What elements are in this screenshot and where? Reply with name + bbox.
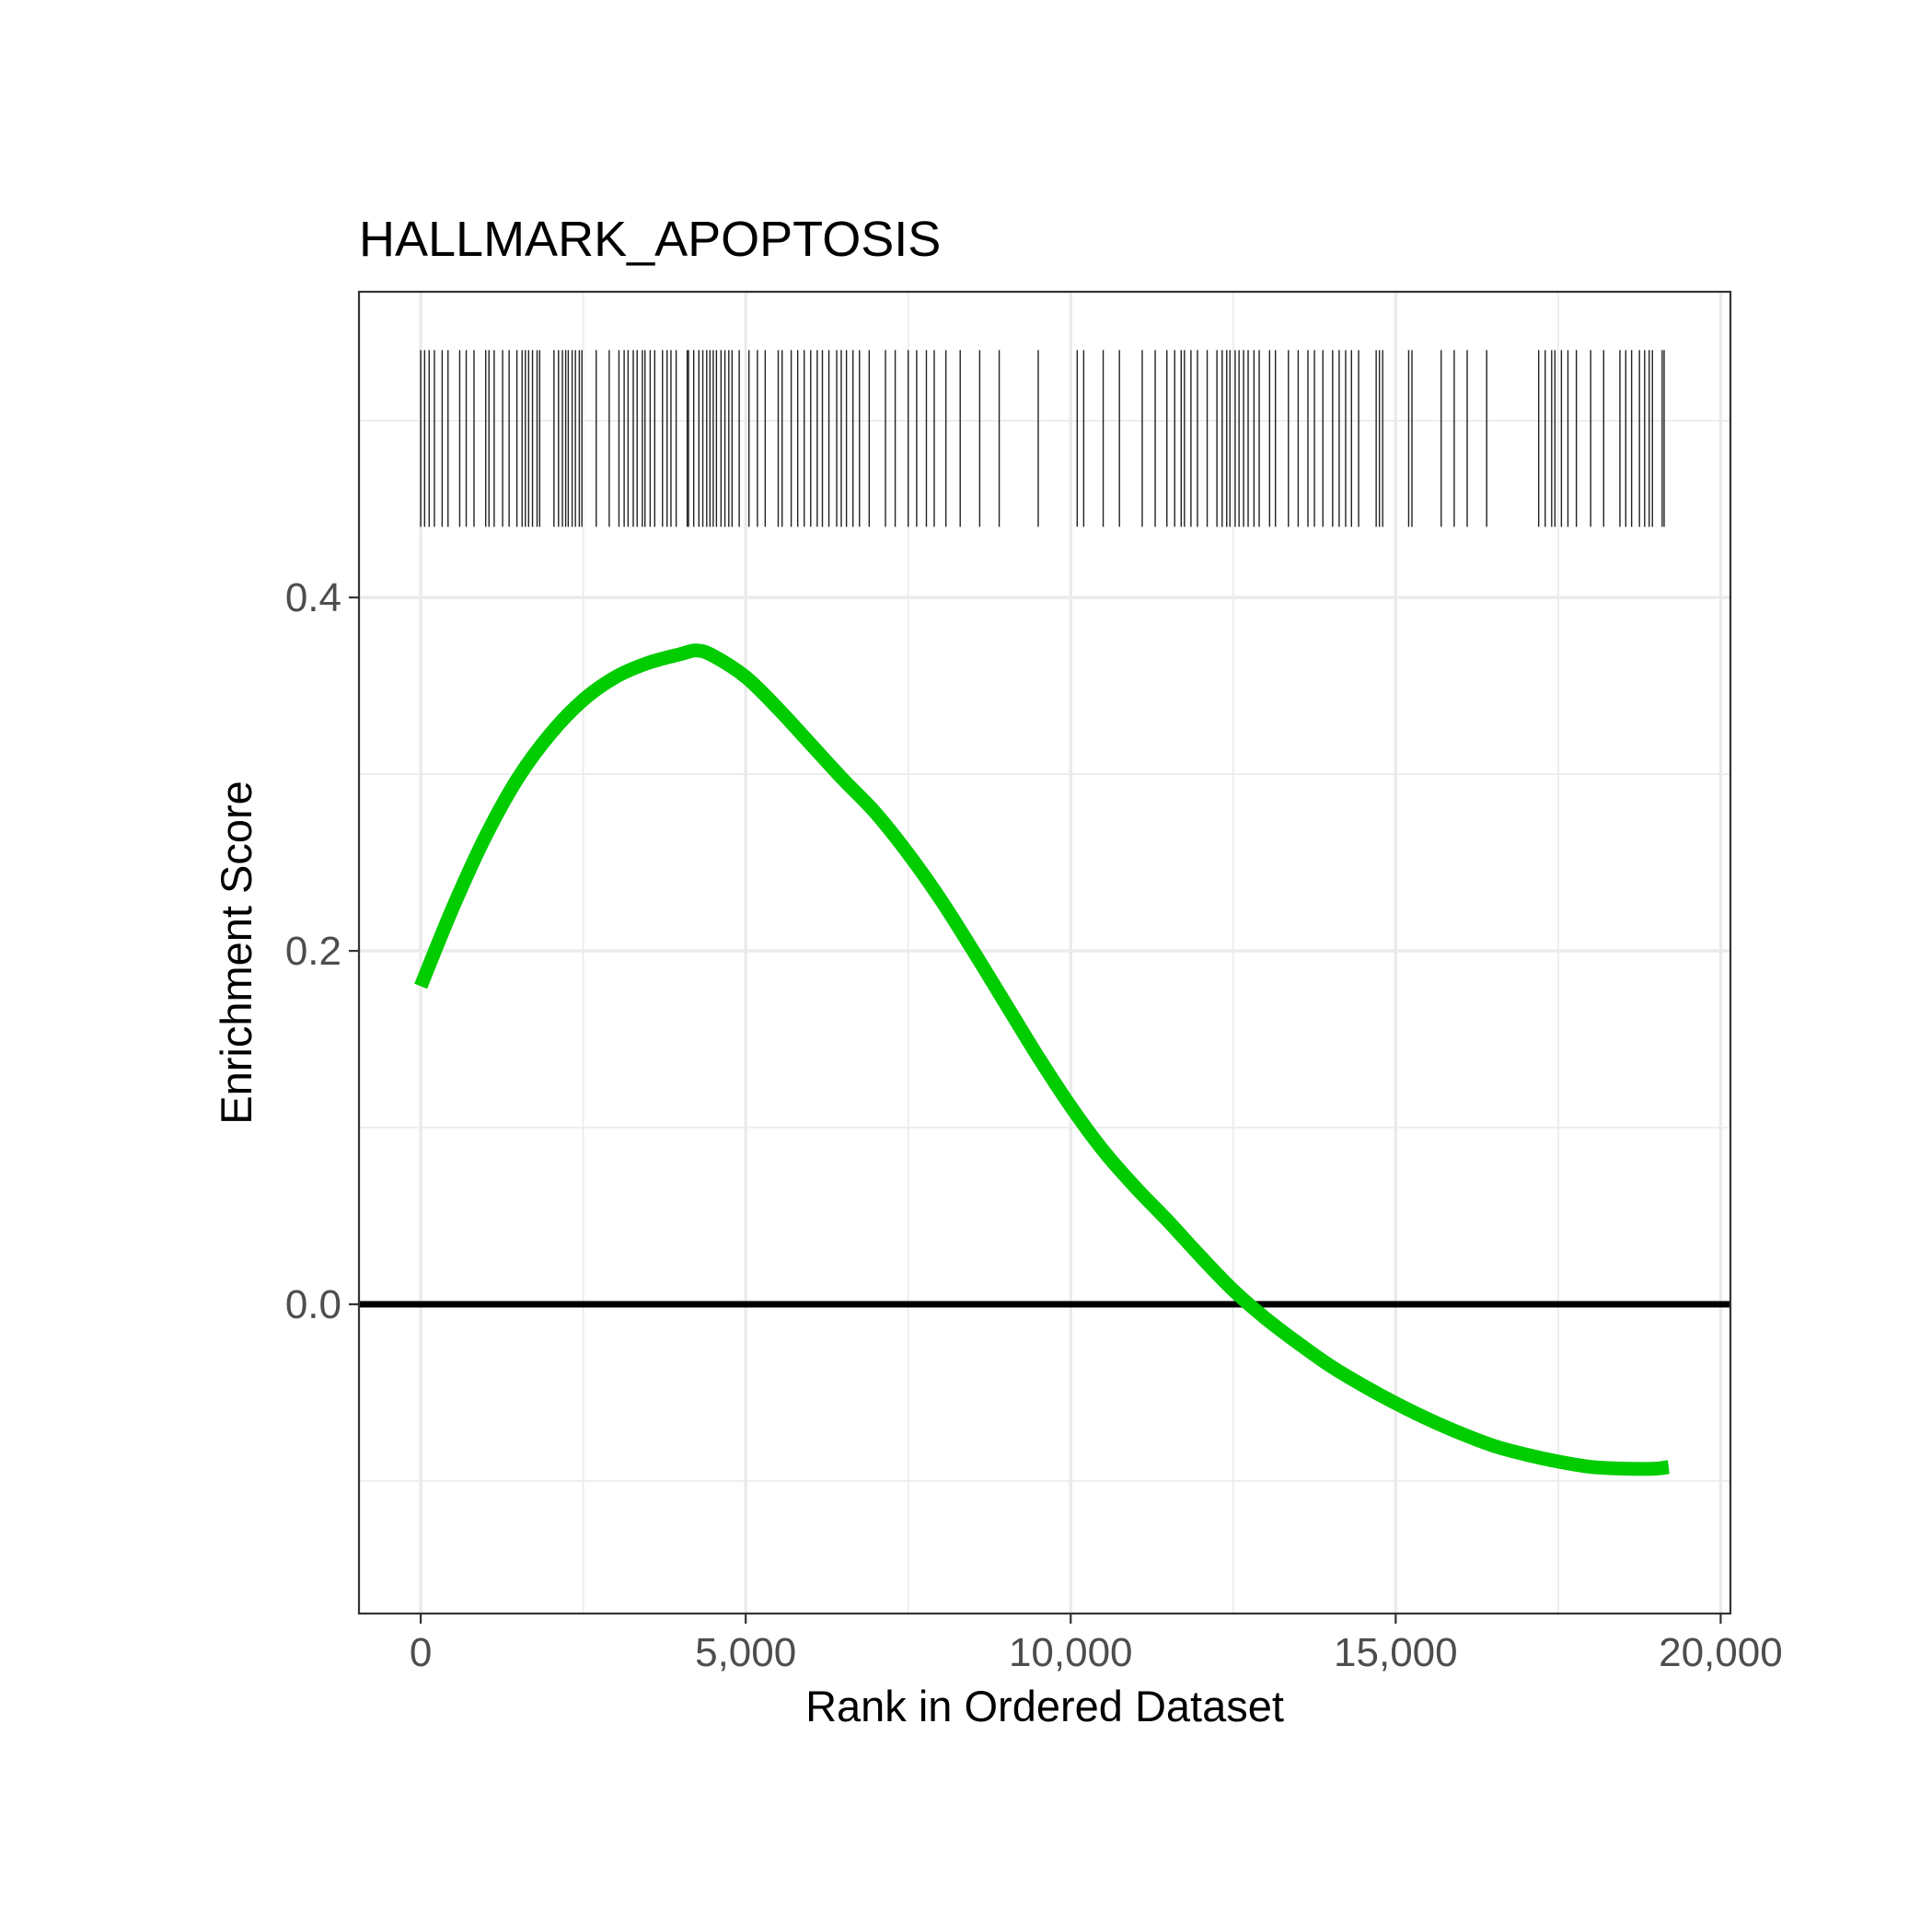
y-axis-title: Enrichment Score [212, 781, 260, 1125]
plot-panel [357, 290, 1732, 1615]
x-axis-title: Rank in Ordered Dataset [805, 1682, 1284, 1730]
panel-background [359, 292, 1730, 1614]
minor-gridlines [359, 292, 1730, 1614]
panel-border [357, 290, 1732, 1615]
x-tick-label: 10,000 [1009, 1630, 1133, 1675]
x-tick-label: 5,000 [695, 1630, 796, 1675]
x-axis: 0 5,000 10,000 15,000 20,000 [410, 1614, 1783, 1675]
x-tick-label: 20,000 [1659, 1630, 1783, 1675]
x-tick-label: 0 [410, 1630, 432, 1675]
y-tick-label: 0.0 [285, 1282, 341, 1327]
gene-hit-lines [420, 350, 1665, 527]
y-axis: 0.0 0.2 0.4 [285, 575, 359, 1327]
chart-title: HALLMARK_APOPTOSIS [359, 212, 941, 267]
y-tick-label: 0.4 [285, 575, 341, 620]
enrichment-score-curve [414, 643, 1671, 1476]
y-tick-label: 0.2 [285, 929, 341, 974]
x-tick-label: 15,000 [1334, 1630, 1458, 1675]
